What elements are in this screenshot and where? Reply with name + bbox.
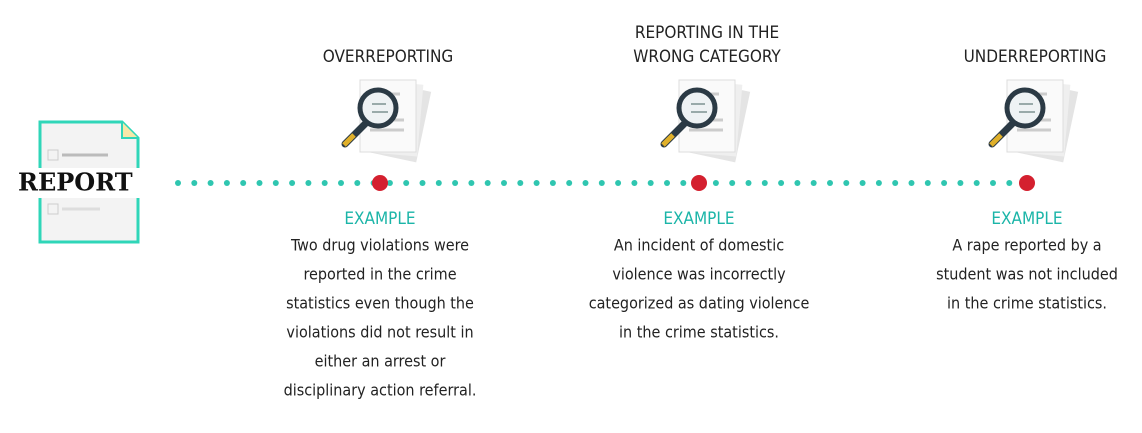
column-title: OVERREPORTING [323,47,454,67]
timeline-dot [908,180,915,186]
timeline-dot [468,180,475,186]
timeline-dot [582,180,589,186]
timeline-dot [859,180,866,186]
timeline-dot [957,180,964,186]
description-line: violations did not result in [286,323,473,342]
timeline-dot [664,180,670,186]
timeline-dot [892,180,899,186]
timeline-dot [924,180,931,186]
timeline-dot [1006,180,1013,186]
timeline-dot [175,180,181,186]
timeline-dot [452,180,459,186]
timeline-dot [941,180,948,186]
example-label: EXAMPLE [663,209,734,229]
timeline-dot [761,180,768,186]
timeline-dot [321,180,328,186]
timeline-dot [484,180,491,186]
timeline-dot [631,180,638,186]
timeline-dot [875,180,882,186]
magnifier-icon [663,80,750,162]
description-line: reported in the crime [303,265,456,284]
timeline-dot [533,180,540,186]
timeline-dot [549,180,556,186]
description-line: A rape reported by a [952,236,1101,255]
description-line: student was not included [936,265,1118,284]
timeline-dot [419,180,426,186]
description-line: statistics even though the [286,294,474,313]
timeline-dot [598,180,605,186]
timeline-dot [272,180,279,186]
example-label: EXAMPLE [344,209,415,229]
timeline-dot [240,180,247,186]
timeline-dot [843,180,850,186]
timeline-dot [207,180,214,186]
description-line: disciplinary action referral. [284,381,477,400]
column-title: REPORTING IN THE [635,23,779,43]
timeline-marker [372,175,388,191]
timeline-dot [517,180,524,186]
timeline-dot [827,180,833,186]
description-line: categorized as dating violence [589,294,810,313]
timeline-dot [794,180,801,186]
timeline-dot [435,180,442,186]
timeline-dot [403,180,410,186]
description-line: in the crime statistics. [619,323,779,342]
timeline-dot [256,180,263,186]
timeline-dot [501,180,507,186]
description-line: Two drug violations were [290,236,469,255]
timeline-dot [386,180,393,186]
report-label: REPORT [18,168,133,197]
timeline-dot [973,180,980,186]
timeline-dot [745,180,752,186]
timeline-dot [647,180,654,186]
timeline-dot [990,180,996,186]
description-line: in the crime statistics. [947,294,1107,313]
timeline-dot [354,180,361,186]
magnifier-icon [991,80,1078,162]
timeline-marker [691,175,707,191]
description-line: An incident of domestic [614,236,784,255]
timeline-dot [191,180,198,186]
timeline-dot [615,180,622,186]
magnifier-icon [344,80,431,162]
timeline-dot [778,180,785,186]
description-line: violence was incorrectly [612,265,786,284]
column-title: WRONG CATEGORY [633,47,781,67]
example-label: EXAMPLE [991,209,1062,229]
timeline-dot [680,180,687,186]
column-title: UNDERREPORTING [964,47,1107,67]
timeline-marker [1019,175,1035,191]
timeline-dot [338,180,344,186]
timeline-dot [223,180,230,186]
description-line: either an arrest or [315,352,446,371]
timeline-dot [729,180,736,186]
timeline-dot [566,180,573,186]
timeline-dot [712,180,719,186]
timeline-dot [810,180,817,186]
label-bg [14,168,164,198]
timeline-dot [305,180,312,186]
timeline-dot [289,180,296,186]
